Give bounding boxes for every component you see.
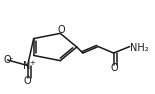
Text: +: + [30,60,35,66]
Text: -: - [10,54,13,63]
Text: O: O [111,63,118,73]
Text: O: O [24,76,31,86]
Text: NH₂: NH₂ [130,43,149,53]
Text: N: N [23,61,31,70]
Text: O: O [3,55,11,65]
Text: O: O [57,25,65,35]
